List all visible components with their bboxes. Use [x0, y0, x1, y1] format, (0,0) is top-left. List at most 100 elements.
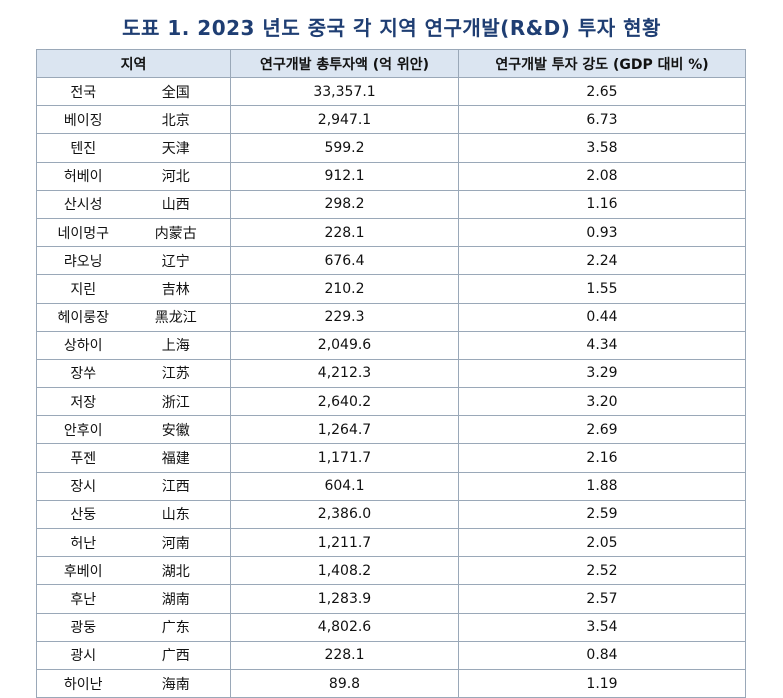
region-chinese-name: 浙江 [121, 387, 231, 417]
region-korean-name: 네이멍구 [36, 217, 122, 248]
table-row: 장쑤 江苏 4,212.3 3.29 [36, 358, 746, 389]
region-chinese-name: 湖南 [121, 584, 231, 614]
rd-intensity-value: 2.16 [458, 443, 746, 473]
rd-investment-table: 지역 연구개발 총투자액 (억 위안) 연구개발 투자 강도 (GDP 대비 %… [36, 49, 746, 698]
rd-investment-value: 210.2 [230, 274, 459, 304]
region-chinese-name: 江苏 [121, 358, 231, 389]
table-row: 산시성 山西 298.2 1.16 [36, 189, 746, 219]
region-korean-name: 헤이룽장 [36, 302, 122, 332]
region-korean-name: 전국 [36, 76, 122, 107]
region-chinese-name: 全国 [121, 76, 231, 107]
rd-investment-value: 1,408.2 [230, 556, 459, 586]
region-korean-name: 상하이 [36, 330, 122, 360]
region-chinese-name: 海南 [121, 668, 231, 698]
region-chinese-name: 广西 [121, 640, 231, 670]
rd-intensity-value: 2.24 [458, 246, 746, 276]
region-korean-name: 저장 [36, 387, 122, 417]
rd-investment-value: 4,802.6 [230, 612, 459, 642]
region-korean-name: 광시 [36, 640, 122, 670]
rd-investment-value: 298.2 [230, 189, 459, 219]
table-row: 푸젠 福建 1,171.7 2.16 [36, 443, 746, 473]
region-korean-name: 장쑤 [36, 358, 122, 389]
region-chinese-name: 北京 [121, 105, 231, 135]
region-chinese-name: 河南 [121, 527, 231, 558]
region-chinese-name: 福建 [121, 443, 231, 473]
region-korean-name: 하이난 [36, 668, 122, 698]
region-korean-name: 광둥 [36, 612, 122, 642]
region-korean-name: 베이징 [36, 105, 122, 135]
rd-intensity-value: 4.34 [458, 330, 746, 360]
rd-intensity-value: 2.69 [458, 415, 746, 445]
table-row: 산둥 山东 2,386.0 2.59 [36, 499, 746, 530]
region-chinese-name: 山西 [121, 189, 231, 219]
region-chinese-name: 山东 [121, 499, 231, 530]
rd-intensity-value: 3.58 [458, 133, 746, 163]
rd-intensity-value: 1.19 [458, 668, 746, 698]
rd-investment-value: 1,171.7 [230, 443, 459, 473]
table-row: 텐진 天津 599.2 3.58 [36, 133, 746, 163]
region-chinese-name: 江西 [121, 471, 231, 501]
region-chinese-name: 安徽 [121, 415, 231, 445]
table-row: 헤이룽장 黑龙江 229.3 0.44 [36, 302, 746, 332]
region-korean-name: 푸젠 [36, 443, 122, 473]
rd-intensity-value: 2.59 [458, 499, 746, 530]
rd-investment-value: 2,386.0 [230, 499, 459, 530]
region-chinese-name: 广东 [121, 612, 231, 642]
region-chinese-name: 黑龙江 [121, 302, 231, 332]
table-row: 하이난 海南 89.8 1.19 [36, 668, 746, 698]
region-chinese-name: 天津 [121, 133, 231, 163]
region-korean-name: 산둥 [36, 499, 122, 530]
rd-intensity-value: 2.65 [458, 76, 746, 107]
header-intensity: 연구개발 투자 강도 (GDP 대비 %) [458, 49, 746, 78]
region-korean-name: 허난 [36, 527, 122, 558]
table-row: 장시 江西 604.1 1.88 [36, 471, 746, 501]
rd-intensity-value: 2.05 [458, 527, 746, 558]
rd-investment-value: 4,212.3 [230, 358, 459, 389]
rd-investment-value: 1,264.7 [230, 415, 459, 445]
rd-intensity-value: 3.20 [458, 387, 746, 417]
rd-intensity-value: 2.52 [458, 556, 746, 586]
header-investment: 연구개발 총투자액 (억 위안) [230, 49, 459, 78]
rd-investment-value: 1,211.7 [230, 527, 459, 558]
table-row: 상하이 上海 2,049.6 4.34 [36, 330, 746, 360]
rd-investment-value: 229.3 [230, 302, 459, 332]
rd-intensity-value: 2.57 [458, 584, 746, 614]
table-row: 랴오닝 辽宁 676.4 2.24 [36, 246, 746, 276]
region-korean-name: 지린 [36, 274, 122, 304]
region-korean-name: 산시성 [36, 189, 122, 219]
rd-investment-value: 676.4 [230, 246, 459, 276]
region-chinese-name: 湖北 [121, 556, 231, 586]
region-korean-name: 텐진 [36, 133, 122, 163]
rd-investment-value: 2,640.2 [230, 387, 459, 417]
table-title: 도표 1. 2023 년도 중국 각 지역 연구개발(R&D) 투자 현황 [122, 16, 661, 40]
rd-intensity-value: 2.08 [458, 161, 746, 191]
rd-intensity-value: 1.88 [458, 471, 746, 501]
rd-investment-value: 1,283.9 [230, 584, 459, 614]
table-row: 허베이 河北 912.1 2.08 [36, 161, 746, 191]
rd-investment-value: 89.8 [230, 668, 459, 698]
rd-intensity-value: 1.16 [458, 189, 746, 219]
region-chinese-name: 吉林 [121, 274, 231, 304]
rd-intensity-value: 0.44 [458, 302, 746, 332]
region-chinese-name: 上海 [121, 330, 231, 360]
rd-investment-value: 33,357.1 [230, 76, 459, 107]
region-chinese-name: 河北 [121, 161, 231, 191]
region-korean-name: 후베이 [36, 556, 122, 586]
rd-investment-value: 912.1 [230, 161, 459, 191]
table-row: 허난 河南 1,211.7 2.05 [36, 527, 746, 558]
table-row: 지린 吉林 210.2 1.55 [36, 274, 746, 304]
rd-investment-value: 2,049.6 [230, 330, 459, 360]
table-row: 후베이 湖北 1,408.2 2.52 [36, 556, 746, 586]
region-korean-name: 랴오닝 [36, 246, 122, 276]
table-row: 후난 湖南 1,283.9 2.57 [36, 584, 746, 614]
rd-intensity-value: 0.84 [458, 640, 746, 670]
region-korean-name: 장시 [36, 471, 122, 501]
header-row: 지역 연구개발 총투자액 (억 위안) 연구개발 투자 강도 (GDP 대비 %… [36, 49, 746, 78]
table-row: 안후이 安徽 1,264.7 2.69 [36, 415, 746, 445]
table-row: 광시 广西 228.1 0.84 [36, 640, 746, 670]
rd-investment-value: 2,947.1 [230, 105, 459, 135]
rd-investment-value: 228.1 [230, 640, 459, 670]
region-chinese-name: 内蒙古 [121, 217, 231, 248]
table-row: 네이멍구 内蒙古 228.1 0.93 [36, 217, 746, 248]
rd-intensity-value: 1.55 [458, 274, 746, 304]
